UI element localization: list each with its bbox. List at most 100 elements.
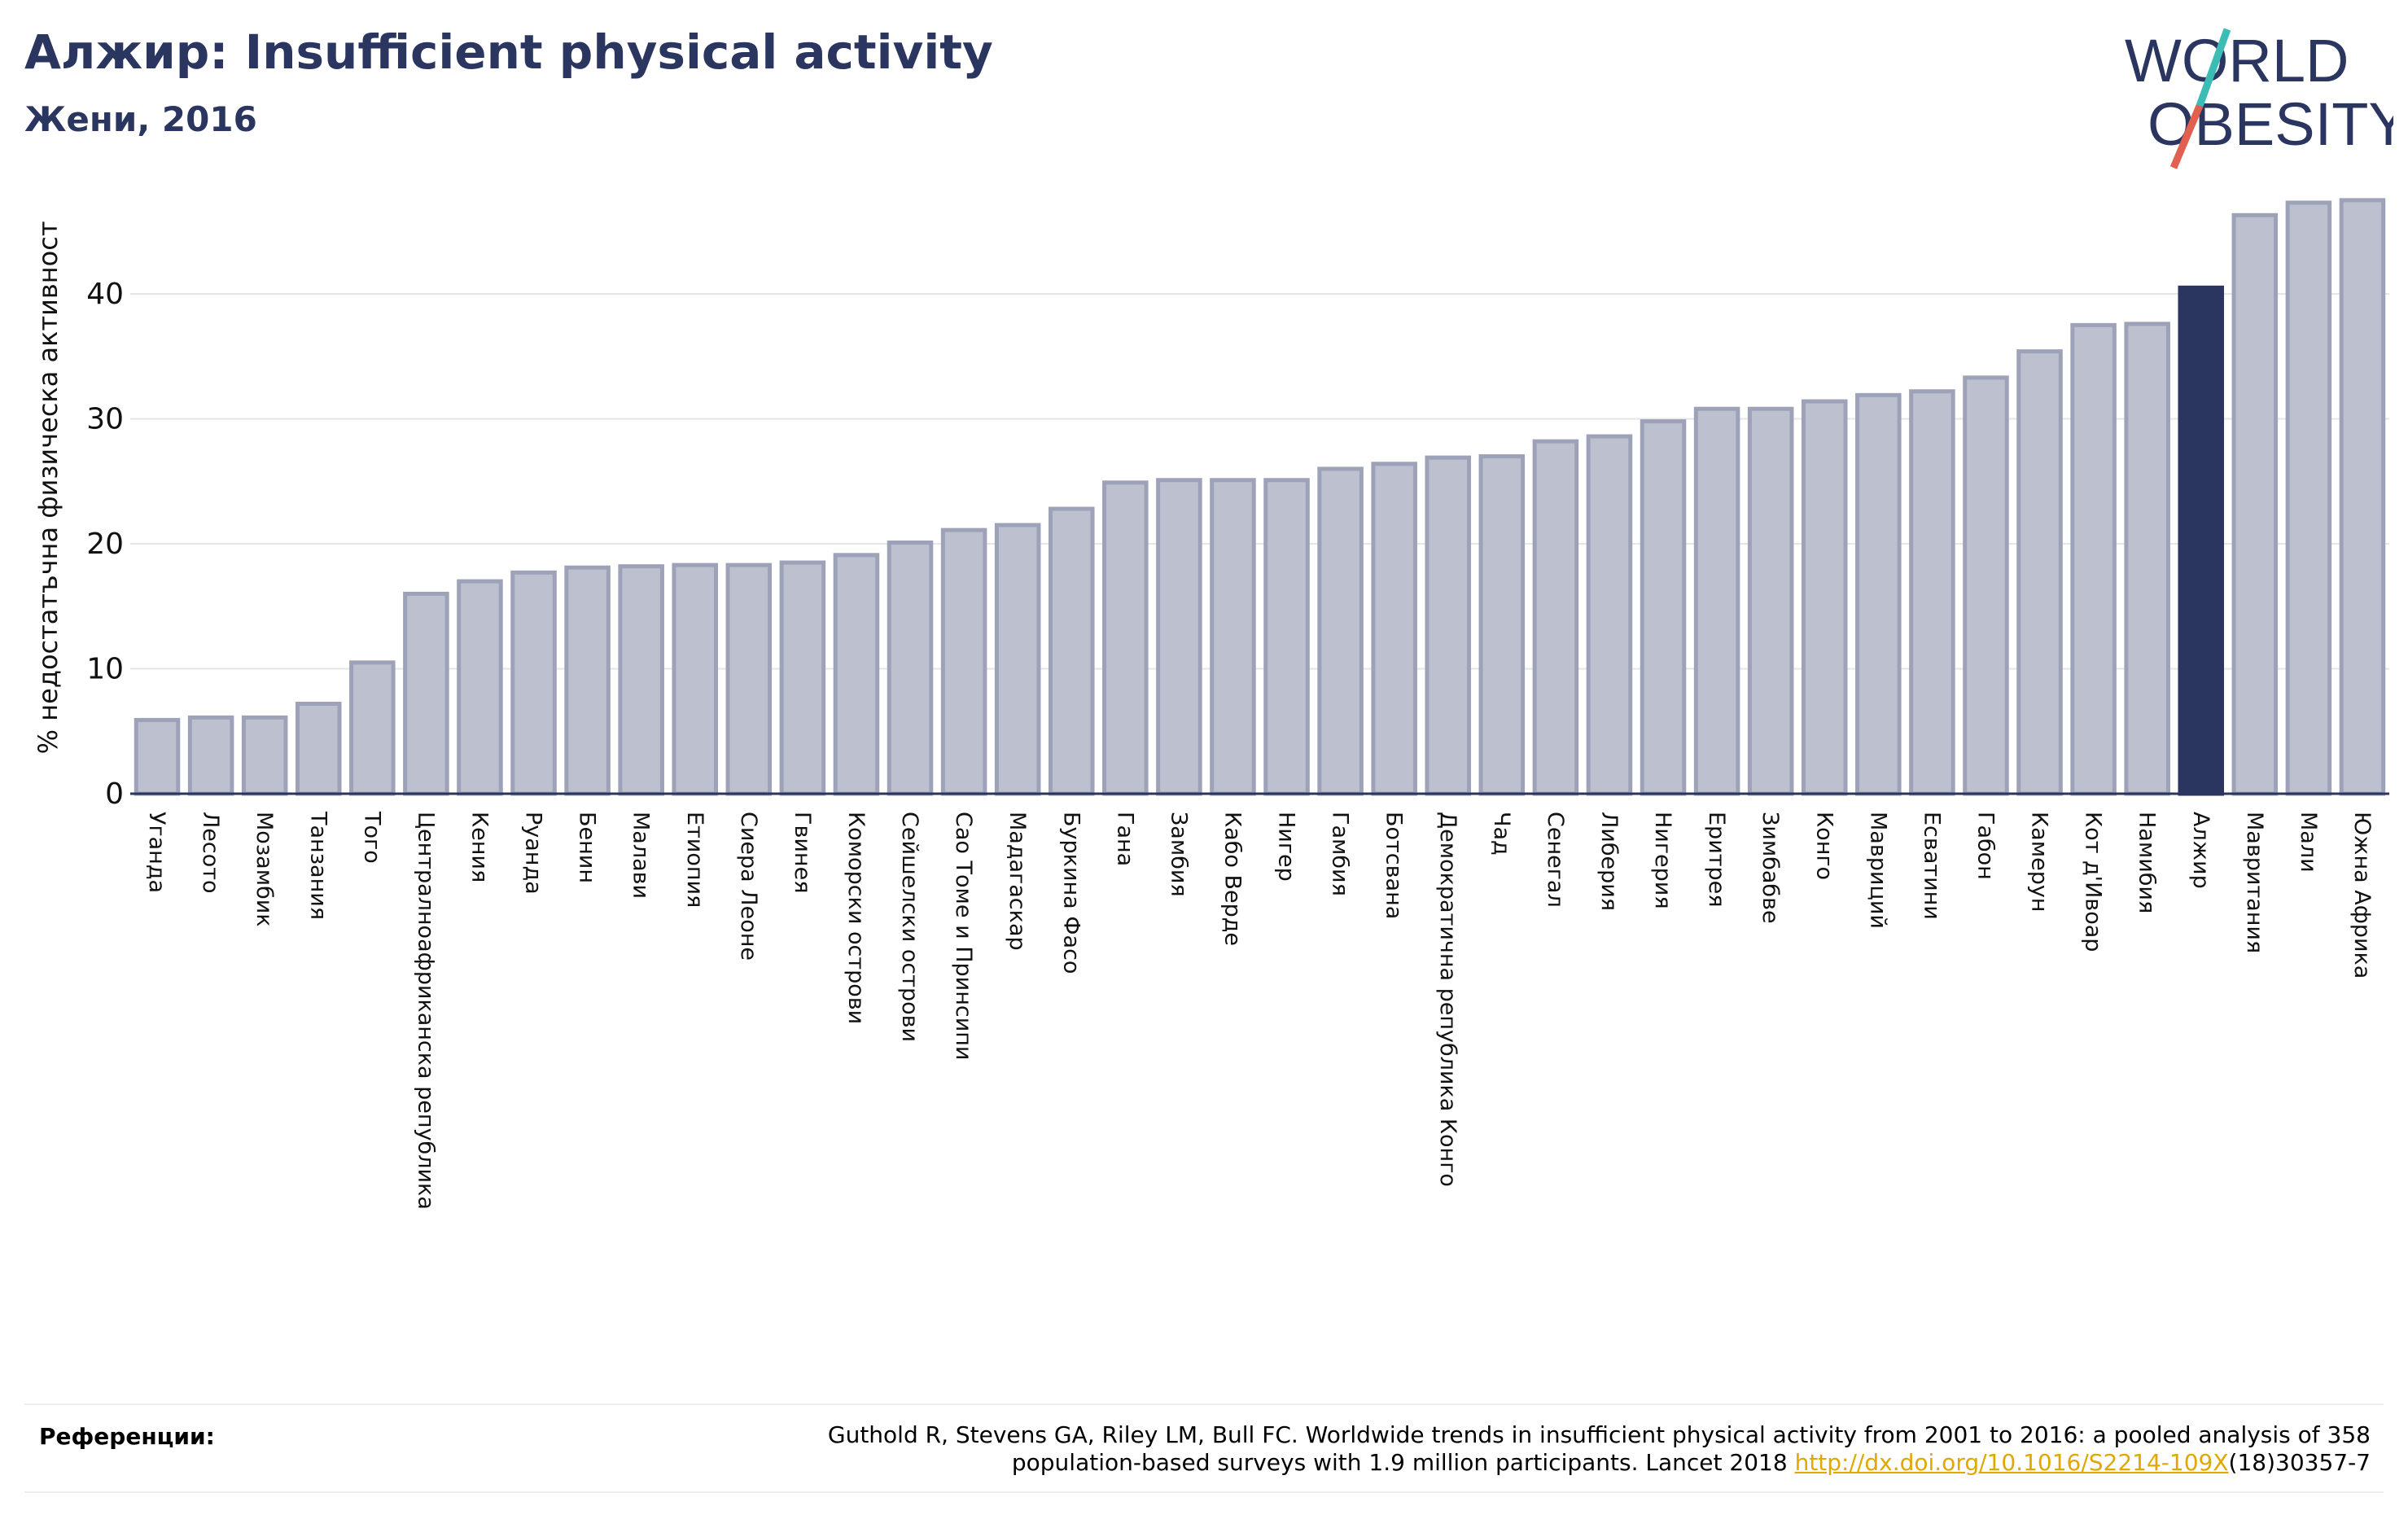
y-axis-ticks: 0 10 20 30 40 — [86, 278, 124, 811]
x-tick-label: Малави — [628, 812, 654, 899]
bar — [1693, 406, 1740, 796]
x-tick-label: Гана — [1112, 812, 1137, 866]
y-tick-label: 0 — [105, 777, 124, 811]
bar — [1586, 434, 1633, 796]
x-tick-label: Буркина Фасо — [1058, 812, 1084, 974]
x-tick-label: Мавритания — [2242, 812, 2267, 953]
bar — [1747, 406, 1794, 796]
x-tick-label: Бенин — [575, 812, 600, 883]
bar — [1048, 506, 1095, 796]
bar — [1263, 478, 1310, 796]
bar — [618, 564, 664, 796]
bars — [134, 198, 2386, 796]
bar — [187, 715, 234, 796]
y-tick-label: 40 — [86, 278, 124, 311]
references-panel: Референции: Guthold R, Stevens GA, Riley… — [24, 1403, 2384, 1493]
bar — [1855, 392, 1902, 796]
references-text-part1: Guthold R, Stevens GA, Riley LM, Bull FC… — [827, 1421, 2371, 1448]
x-tick-label: Мадагаскар — [1005, 812, 1030, 951]
bar — [295, 701, 342, 796]
x-tick-label: Есватини — [1919, 812, 1944, 920]
bar — [2231, 212, 2279, 796]
x-tick-label: Демократична република Конго — [1435, 812, 1460, 1187]
bar — [1532, 439, 1579, 796]
bar — [1102, 480, 1149, 796]
x-tick-label: Руанда — [521, 812, 546, 895]
x-tick-label: Етиопия — [682, 812, 707, 908]
bar — [2285, 200, 2332, 796]
bar — [510, 570, 557, 796]
bar — [833, 553, 880, 796]
bar — [241, 715, 288, 796]
x-tick-label: Мавриций — [1865, 812, 1890, 929]
x-tick-label: Кения — [466, 812, 492, 882]
x-tick-label: Ботсвана — [1381, 812, 1407, 919]
bar — [1640, 419, 1687, 796]
x-tick-label: Замбия — [1166, 812, 1191, 897]
bar — [564, 565, 611, 796]
x-tick-label: Либерия — [1596, 812, 1622, 911]
y-axis-label: % недостатъчна физическа активност — [33, 221, 63, 755]
y-tick-label: 30 — [86, 403, 124, 436]
x-tick-label: Мали — [2296, 812, 2321, 873]
x-tick-label: Централноафриканска република — [413, 812, 438, 1210]
x-tick-label: Уганда — [144, 812, 169, 893]
bar — [725, 563, 773, 796]
x-tick-label: Сао Томе и Принсипи — [951, 812, 976, 1060]
bar — [1963, 375, 2009, 796]
bar — [2339, 198, 2386, 796]
bar — [1425, 455, 1472, 796]
x-tick-label: Нигер — [1274, 812, 1299, 882]
x-tick-label: Алжир — [2188, 812, 2213, 889]
bar — [672, 563, 719, 796]
svg-text:WORLD: WORLD — [2125, 27, 2349, 94]
bar — [2178, 285, 2225, 796]
x-tick-label: Камерун — [2027, 812, 2052, 912]
bar — [457, 579, 503, 796]
x-tick-label: Мозамбик — [252, 812, 277, 927]
bar — [1801, 399, 1848, 796]
chart-title: Алжир: Insufficient physical activity — [24, 24, 993, 80]
grid-lines — [130, 293, 2389, 670]
bar — [403, 591, 449, 796]
bar — [1210, 478, 1256, 796]
bar — [1371, 462, 1417, 796]
bar — [2124, 322, 2170, 796]
bar — [1156, 478, 1202, 796]
bar — [2070, 322, 2117, 796]
x-tick-label: Кабо Верде — [1219, 812, 1245, 946]
bar — [1317, 466, 1364, 796]
bar — [779, 560, 826, 796]
bar — [349, 660, 396, 796]
references-text-part3: (18)30357-7 — [2228, 1449, 2371, 1476]
y-tick-label: 20 — [86, 528, 124, 561]
x-tick-label: Еритрея — [1704, 812, 1729, 907]
x-tick-label: Танзания — [305, 811, 331, 920]
x-tick-label: Зимбабве — [1758, 812, 1783, 924]
x-tick-label: Южна Африка — [2349, 812, 2375, 979]
bar — [887, 540, 934, 796]
x-tick-label: Конго — [1811, 812, 1837, 880]
x-tick-label: Сенегал — [1543, 812, 1568, 908]
x-tick-label: Лесото — [198, 812, 223, 894]
x-tick-label: Кот д'Ивоар — [2081, 812, 2106, 952]
references-text: Guthold R, Stevens GA, Riley LM, Bull FC… — [580, 1421, 2371, 1477]
x-tick-label: Коморски острови — [843, 812, 869, 1024]
x-tick-label: Гамбия — [1328, 812, 1353, 896]
bar — [134, 717, 181, 796]
bar — [2016, 349, 2063, 796]
bar — [994, 523, 1041, 796]
bar-chart: 0 10 20 30 40 Уганда Лесото Мозамбик Танзания То… — [33, 198, 2389, 1210]
references-doi-link[interactable]: http://dx.doi.org/10.1016/S2214-109X — [1794, 1449, 2229, 1476]
bar — [940, 528, 987, 796]
references-text-part2: population-based surveys with 1.9 millio… — [1011, 1449, 1795, 1476]
x-tick-label: Габон — [1972, 812, 1998, 880]
y-tick-label: 10 — [86, 653, 124, 686]
x-axis-labels: Уганда Лесото Мозамбик Танзания Того Централн… — [144, 811, 2375, 1210]
x-tick-label: Сейшелски острови — [897, 812, 922, 1042]
bar — [1478, 454, 1526, 796]
x-tick-label: Чад — [1489, 812, 1514, 856]
references-label: Референции: — [39, 1423, 215, 1450]
world-obesity-logo: WORLD OBESITY — [2125, 27, 2393, 169]
x-tick-label: Того — [359, 811, 384, 864]
